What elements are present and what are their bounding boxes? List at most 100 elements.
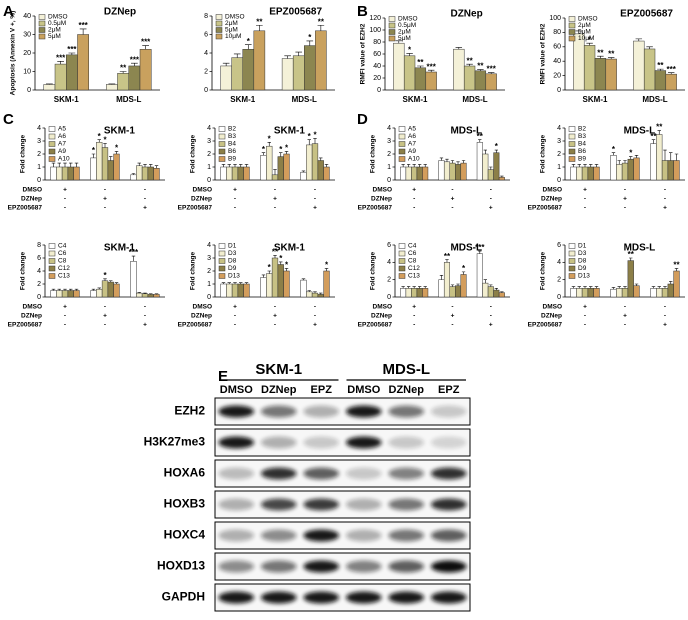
significance: * [325,261,329,270]
y-tick-label: 100 [369,27,381,34]
legend-swatch [388,29,396,35]
condition-sign: - [314,313,316,320]
legend-swatch [38,14,46,20]
y-tick-label: 40 [373,63,381,70]
category-label: MDS-L [462,95,487,104]
legend-swatch [215,27,223,33]
bar [266,145,273,181]
y-tick-label: 60 [553,44,561,51]
significance: * [103,136,107,145]
condition-sign: + [63,304,67,311]
y-tick-label: 0 [37,294,41,301]
bar [141,293,149,298]
legend-swatch [218,243,226,249]
bar [242,49,255,91]
error-bar [227,164,231,167]
bar [136,165,143,181]
error-bar [233,282,237,284]
bar [43,84,56,91]
category-label: SKM-1 [403,95,428,104]
significance: ** [656,123,663,132]
condition-label: EPZ005687 [528,322,563,329]
error-bar [233,164,237,167]
blot-band [218,405,255,418]
error-bar [97,287,101,290]
condition-label: DMSO [23,304,43,311]
error-bar [597,55,604,59]
condition-sign: + [273,196,277,203]
condition-sign: - [664,313,666,320]
y-tick-label: 2 [207,268,211,275]
error-bar [663,286,667,289]
bar [650,288,657,298]
error-bar [646,46,653,49]
legend-swatch [38,33,46,40]
error-bar [97,139,101,143]
bar [50,290,57,298]
error-bar [461,271,466,275]
bar [226,166,233,181]
error-bar [154,293,159,295]
bar [633,40,645,91]
bar [243,166,250,181]
legend-label: C6 [58,250,67,257]
blot-strip [214,459,471,488]
error-bar [611,287,616,290]
blot-band [388,498,425,511]
error-bar [466,63,473,66]
blot-strip [214,583,471,612]
legend-label: D3 [228,250,237,257]
y-tick-label: 30 [23,31,31,38]
bar [90,290,97,298]
significance: * [612,145,616,154]
error-bar [487,72,495,74]
bar [304,45,316,91]
y-tick-label: 8 [37,242,41,249]
error-bar [494,149,499,153]
error-bar [461,160,466,164]
significance: * [279,254,283,263]
error-bar [439,157,444,161]
bar [587,166,594,181]
bar [243,283,250,298]
y-tick-label: 120 [369,15,381,22]
condition-sign: - [234,322,236,329]
bar [220,283,227,298]
error-bar [137,292,141,294]
blot-band [260,405,297,418]
error-bar [575,30,583,34]
protein-label: HOXC4 [164,528,206,542]
legend-label: 10μM [225,33,241,40]
bar [422,288,429,298]
bar [583,45,596,91]
error-bar [483,149,487,154]
bar [67,290,74,298]
bar [443,262,450,298]
blot-band [218,498,255,511]
bar [400,166,407,181]
bar [573,33,585,91]
legend-swatch [218,126,226,132]
legend-swatch [215,33,223,40]
error-bar [317,24,325,31]
legend-swatch [398,243,406,249]
bar [587,288,594,298]
legend-swatch [48,148,56,155]
category-label: SKM-1 [54,95,79,104]
condition-sign: + [623,196,627,203]
error-bar [478,250,482,254]
bar [476,253,483,298]
significance: * [629,149,633,158]
error-bar [46,83,53,85]
condition-sign: - [664,187,666,194]
bar [616,164,623,181]
blot-band [345,529,382,542]
y-tick-label: 4 [387,259,391,266]
legend-swatch [388,16,396,22]
bar [610,155,617,181]
category-label: SKM-1 [583,95,608,104]
blot-band [303,529,340,542]
y-tick-label: 2 [37,281,41,288]
error-bar [301,170,306,173]
